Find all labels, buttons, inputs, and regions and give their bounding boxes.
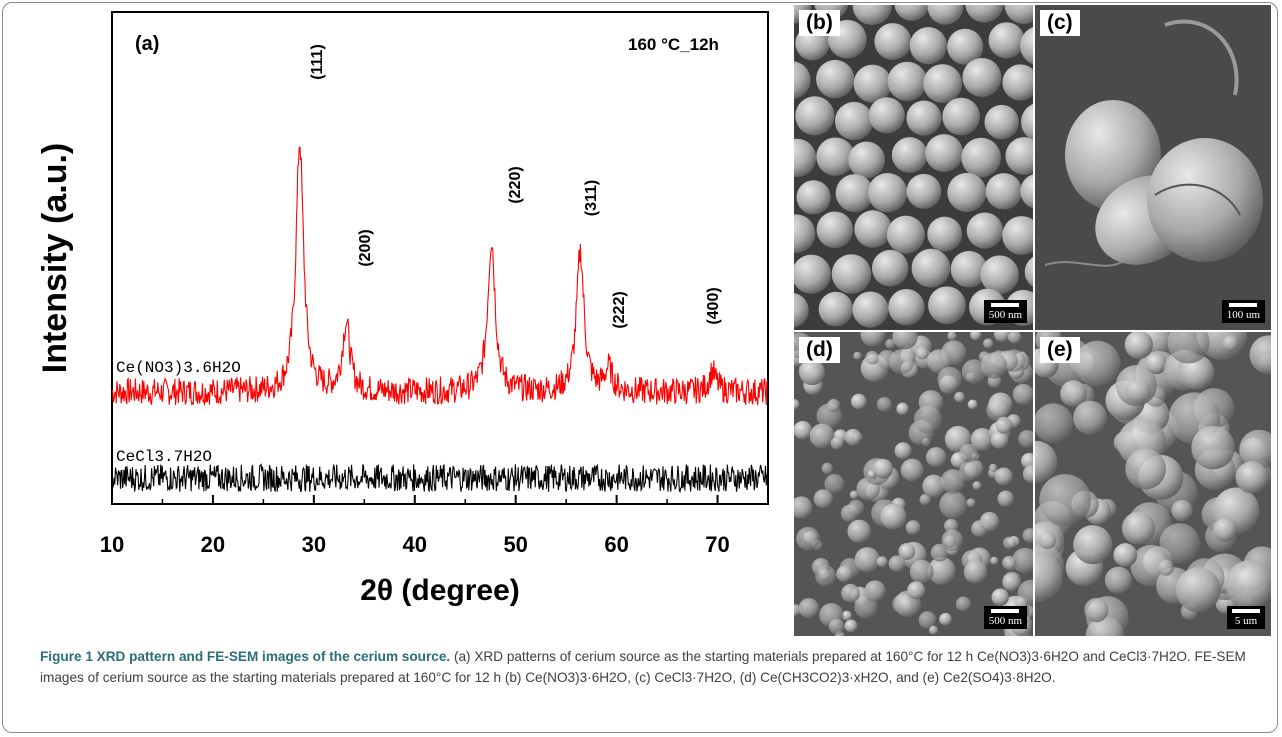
peak-label: (400) — [705, 287, 722, 324]
caption-body: (a) XRD patterns of cerium source as the… — [40, 649, 1246, 685]
peak-label: (220) — [507, 166, 524, 203]
figure-caption: Figure 1 XRD pattern and FE-SEM images o… — [40, 646, 1260, 688]
sem-panel-label: (c) — [1040, 10, 1080, 36]
peak-label: (111) — [309, 44, 326, 80]
sem-panel-label: (e) — [1040, 337, 1080, 363]
sem-panel-label: (d) — [799, 337, 840, 363]
x-tick-label: 40 — [403, 532, 427, 557]
series-name-label: Ce(NO3)3.6H2O — [116, 359, 241, 377]
xrd-chart: 10 20 30 40 50 60 70 (a) 160 °C_12h Intensity … — [36, 11, 769, 607]
series-line-1 — [111, 463, 769, 494]
series-line-0 — [111, 146, 769, 406]
scale-bar: 5 um — [1227, 606, 1265, 629]
caption-title: Figure 1 XRD pattern and FE-SEM images o… — [40, 649, 451, 664]
tick-layer: 10 20 30 40 50 60 70 — [100, 495, 730, 557]
condition-label: 160 °C_12h — [628, 35, 719, 54]
label-layer: (111) (200) (220) (311) (222) (400) Ce(NO3)3.6… — [116, 44, 722, 466]
x-tick-label: 50 — [503, 532, 527, 557]
series-name-label: CeCl3.7H2O — [116, 448, 212, 466]
sem-panel-e: (e) 5 um — [1035, 332, 1271, 636]
x-axis-label: 2θ (degree) — [360, 574, 520, 607]
peak-label: (222) — [611, 291, 628, 328]
x-tick-label: 10 — [100, 532, 124, 557]
x-tick-label: 30 — [302, 532, 326, 557]
sem-panel-b: (b) 500 nm — [794, 5, 1033, 330]
x-tick-label: 60 — [604, 532, 628, 557]
sem-panel-d: (d) 500 nm — [794, 332, 1033, 636]
sem-panel-label: (b) — [799, 10, 840, 36]
sem-panel-c: (c) 100 um — [1035, 5, 1271, 330]
series-layer — [111, 146, 769, 494]
scale-bar: 500 nm — [983, 606, 1027, 629]
y-axis-label: Intensity (a.u.) — [36, 143, 74, 373]
panel-a-label: (a) — [135, 33, 159, 55]
x-tick-label: 70 — [705, 532, 729, 557]
peak-label: (311) — [583, 180, 600, 216]
plot-frame — [111, 11, 769, 505]
peak-label: (200) — [357, 229, 374, 266]
scale-bar: 500 nm — [983, 300, 1027, 323]
scale-bar: 100 um — [1221, 300, 1265, 323]
x-tick-label: 20 — [201, 532, 225, 557]
